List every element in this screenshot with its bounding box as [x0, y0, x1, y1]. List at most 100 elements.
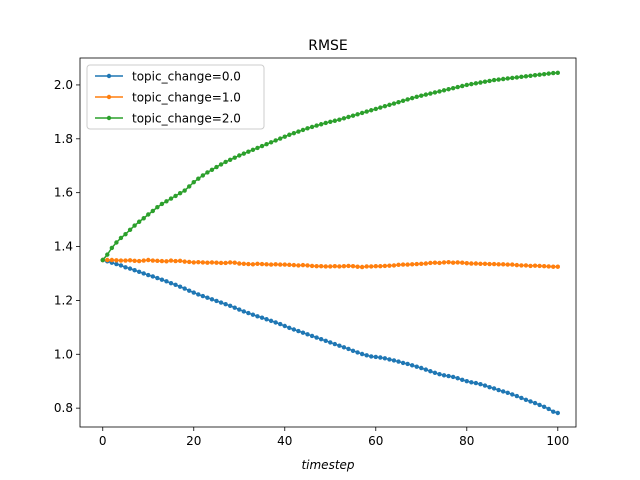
data-point	[455, 260, 460, 265]
data-point	[332, 118, 338, 123]
y-tick-label: 2.0	[54, 78, 73, 92]
data-point	[209, 167, 215, 172]
x-tick-label: 40	[277, 434, 292, 448]
data-point	[464, 82, 469, 88]
data-point	[487, 78, 492, 84]
data-point	[123, 231, 128, 237]
data-point	[359, 351, 365, 357]
data-point	[537, 72, 542, 77]
data-point	[118, 235, 124, 241]
x-axis-label: timestep	[301, 458, 354, 472]
data-point	[523, 74, 529, 79]
data-point	[296, 328, 301, 334]
data-point	[482, 261, 488, 266]
data-point	[141, 258, 146, 263]
legend-label: topic_change=0.0	[132, 70, 241, 84]
x-tick-label: 0	[99, 434, 107, 448]
data-point	[168, 280, 174, 286]
data-point	[100, 257, 105, 263]
data-point	[460, 83, 465, 89]
data-point	[136, 258, 142, 264]
legend-label: topic_change=2.0	[132, 112, 241, 126]
data-point	[205, 295, 210, 300]
data-point	[373, 354, 378, 360]
data-point	[273, 320, 278, 325]
data-point	[136, 219, 142, 224]
data-point	[496, 387, 501, 393]
data-point	[487, 261, 492, 267]
data-point	[541, 404, 547, 409]
data-point	[337, 343, 342, 348]
data-point	[423, 92, 429, 97]
data-point	[510, 75, 515, 81]
data-point	[114, 261, 119, 267]
data-point	[182, 259, 187, 264]
data-point	[400, 98, 406, 104]
data-point	[414, 364, 419, 369]
data-point	[478, 381, 483, 387]
data-point	[127, 227, 133, 233]
data-point	[314, 335, 319, 340]
data-point	[259, 143, 265, 149]
data-point	[182, 286, 187, 291]
data-point	[369, 264, 374, 269]
data-point	[287, 262, 292, 268]
data-point	[432, 260, 438, 265]
data-point	[519, 74, 524, 80]
data-point	[341, 116, 347, 121]
data-point	[127, 258, 133, 263]
axes: 0 20 40 60 80 100 0.8 1.0 1.2 1.4 1.6 1.8 2.0	[54, 57, 577, 448]
data-point	[287, 325, 292, 331]
data-point	[523, 397, 529, 402]
data-point	[191, 290, 196, 295]
data-point	[350, 348, 356, 353]
data-point	[305, 263, 310, 268]
data-point	[414, 94, 419, 99]
data-point	[232, 305, 237, 310]
data-point	[114, 240, 119, 245]
data-point	[387, 357, 392, 362]
data-point	[105, 257, 110, 263]
y-tick-label: 1.4	[54, 240, 73, 254]
data-point	[268, 140, 274, 145]
data-point	[455, 376, 460, 381]
data-point	[291, 327, 297, 332]
data-point	[523, 263, 529, 268]
data-point	[223, 301, 228, 307]
data-point	[537, 402, 542, 408]
data-point	[391, 101, 397, 106]
data-point	[364, 109, 369, 114]
data-point	[419, 261, 424, 266]
data-point	[300, 262, 306, 268]
data-point	[505, 262, 510, 267]
data-point	[264, 141, 269, 147]
data-point	[496, 77, 501, 82]
data-point	[505, 76, 510, 81]
data-point	[268, 318, 274, 324]
data-point	[369, 108, 374, 113]
data-point	[364, 353, 369, 358]
data-point	[273, 138, 278, 143]
data-point	[450, 85, 456, 91]
data-point	[223, 159, 228, 165]
data-point	[309, 263, 315, 269]
data-point	[382, 104, 388, 109]
data-point	[373, 264, 378, 269]
data-point	[382, 263, 388, 269]
x-tick-label: 100	[546, 434, 569, 448]
data-point	[510, 392, 515, 397]
data-point	[546, 264, 551, 269]
data-point	[519, 263, 524, 268]
data-point	[409, 363, 415, 368]
data-point	[328, 264, 333, 269]
data-point	[551, 409, 556, 414]
data-point	[473, 81, 479, 86]
data-point	[341, 264, 347, 269]
data-point	[496, 262, 501, 267]
data-point	[241, 261, 247, 266]
data-point	[164, 199, 169, 204]
series-topic_change=1.0	[100, 257, 560, 270]
data-point	[123, 258, 128, 263]
data-point	[278, 321, 283, 327]
data-point	[150, 208, 156, 214]
